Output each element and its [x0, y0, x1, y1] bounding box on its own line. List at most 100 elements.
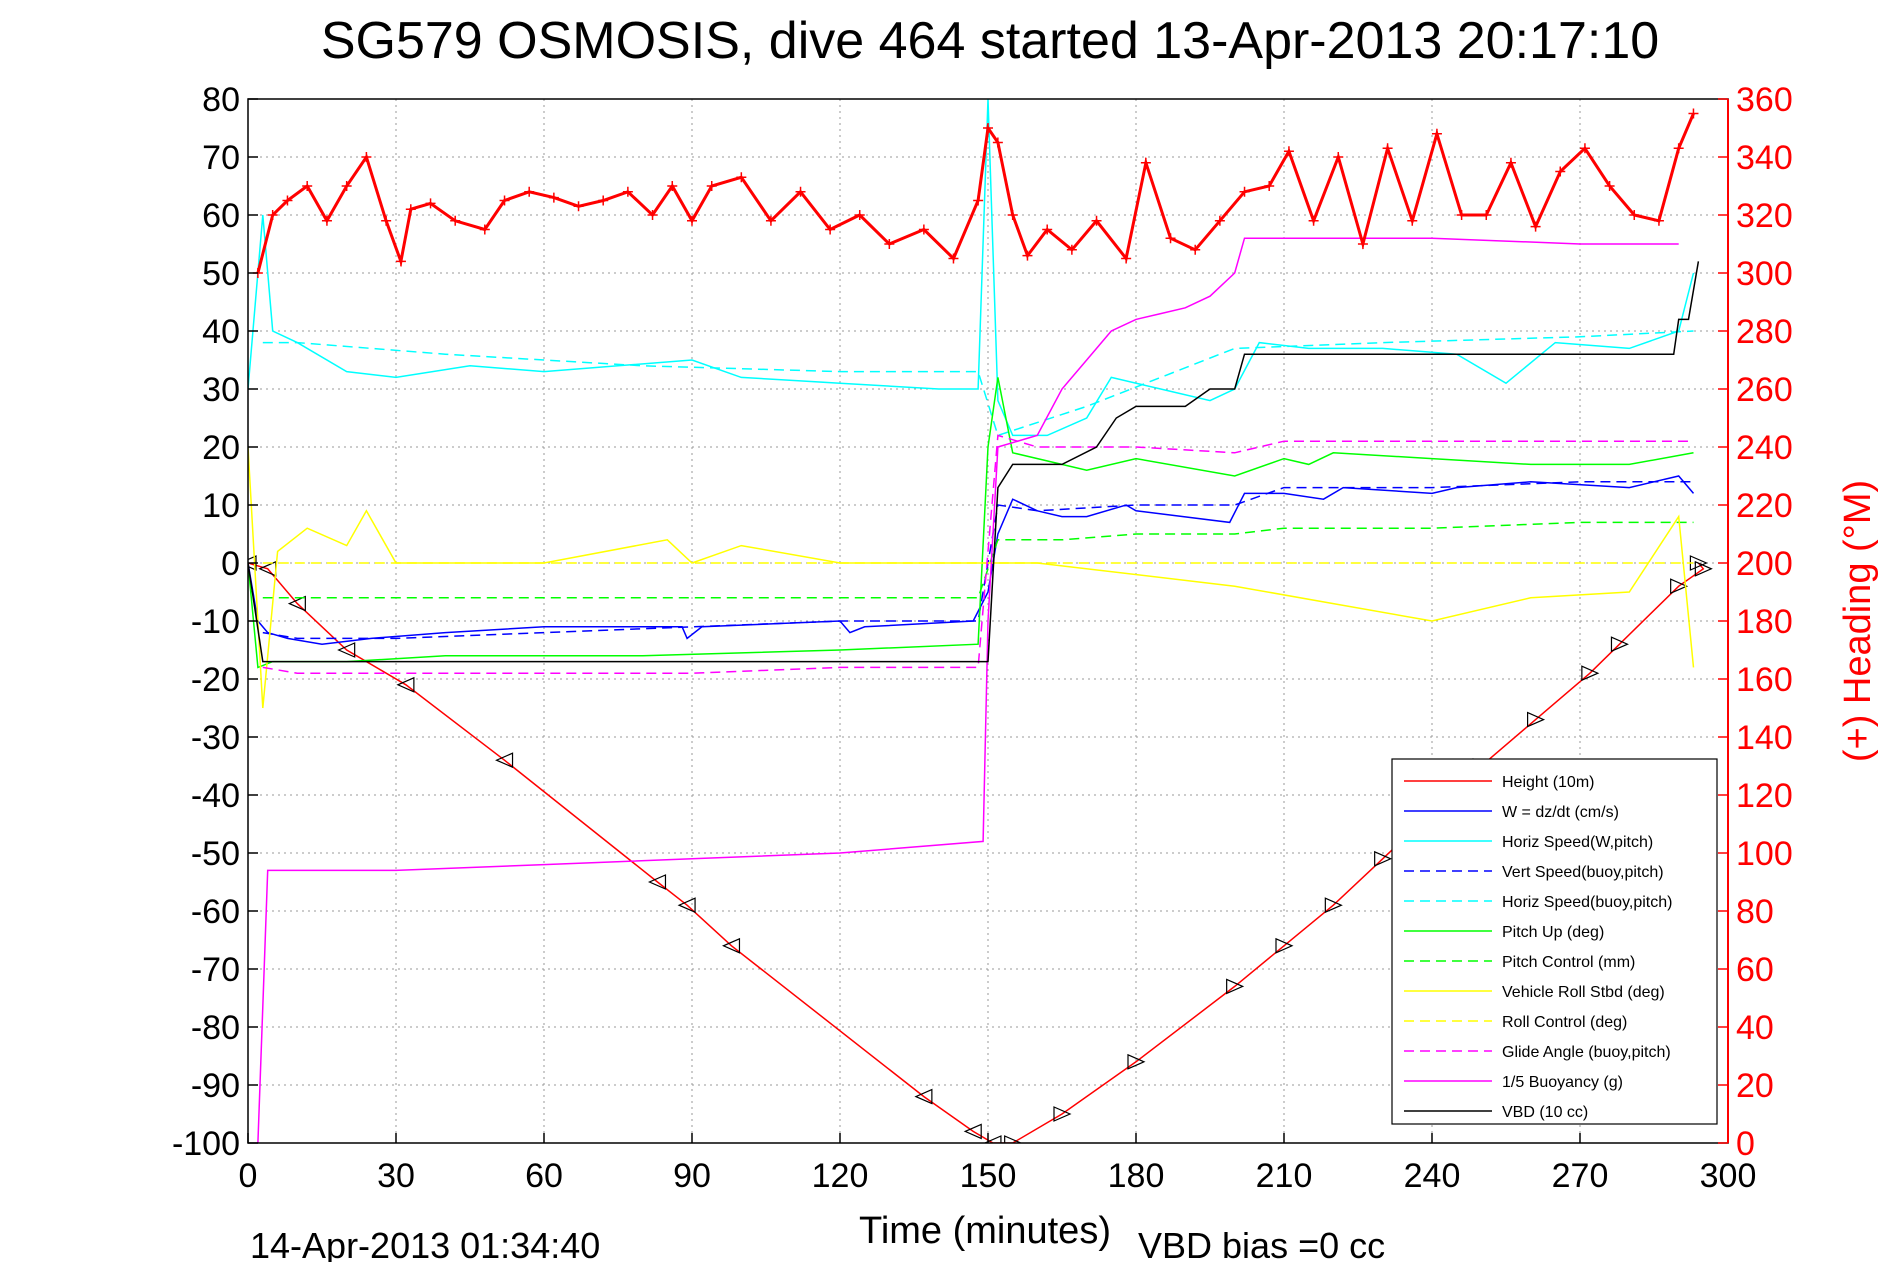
height-marker: [1004, 1135, 1023, 1143]
right-y-tick-label: 180: [1736, 603, 1793, 641]
right-y-tick-label: 0: [1736, 1125, 1755, 1163]
series-3-line: [262, 481, 1694, 640]
y-tick-label: 60: [202, 197, 240, 235]
right-y-tick-label: 20: [1736, 1067, 1774, 1105]
legend-label: Horiz Speed(W,pitch): [1502, 834, 1653, 851]
right-y-tick-label: 100: [1736, 835, 1793, 873]
legend: Height (10m) W = dz/dt (cm/s) Horiz Speed(…: [1391, 758, 1718, 1125]
y-tick-label: 70: [202, 139, 240, 177]
legend-label: Height (10m): [1502, 774, 1594, 791]
y-tick-label: 30: [202, 371, 240, 409]
x-tick-label: 240: [1404, 1157, 1461, 1195]
right-y-tick-label: 120: [1736, 777, 1793, 815]
legend-label: Roll Control (deg): [1502, 1014, 1627, 1031]
y-tick-label: -70: [191, 951, 240, 989]
legend-label: Horiz Speed(buoy,pitch): [1502, 894, 1672, 911]
series-9-line: [262, 434, 1694, 674]
series-6-line: [262, 521, 1694, 599]
grid: [248, 99, 1728, 1143]
right-y-tick-label: 140: [1736, 719, 1793, 757]
right-y-tick-label: 220: [1736, 487, 1793, 525]
height-marker: [963, 1123, 982, 1140]
y-tick-label: 50: [202, 255, 240, 293]
legend-label: Vert Speed(buoy,pitch): [1502, 864, 1664, 881]
legend-label: Pitch Up (deg): [1502, 924, 1604, 941]
series-11-line: [248, 261, 1700, 663]
y-tick-label: -50: [191, 835, 240, 873]
x-tick-label: 0: [239, 1157, 258, 1195]
y-tick-label: -90: [191, 1067, 240, 1105]
right-y-tick-label: 300: [1736, 255, 1793, 293]
right-y-tick-label: 60: [1736, 951, 1774, 989]
y-tick-label: 20: [202, 429, 240, 467]
legend-label: VBD (10 cc): [1502, 1104, 1588, 1121]
legend-box: [1391, 758, 1718, 1125]
right-y-tick-label: 360: [1736, 81, 1793, 119]
series-7-line: [248, 446, 1695, 709]
height-marker: [1670, 578, 1689, 595]
x-tick-label: 60: [525, 1157, 563, 1195]
y-tick-label: -60: [191, 893, 240, 931]
series-1-line: [248, 475, 1695, 645]
right-y-axis-label: (+) Heading (°M): [1837, 480, 1879, 762]
height-marker: [914, 1088, 933, 1105]
series-12-line: [256, 112, 1695, 274]
x-axis-label: Time (minutes): [859, 1210, 1111, 1252]
right-y-tick-label: 200: [1736, 545, 1793, 583]
series-0-line: [248, 562, 1705, 1143]
series-2-line: [248, 99, 1695, 437]
height-marker: [1127, 1053, 1146, 1070]
height-marker: [1226, 978, 1245, 995]
right-y-tick-label: 40: [1736, 1009, 1774, 1047]
right-y-tick-label: 240: [1736, 429, 1793, 467]
x-tick-label: 270: [1552, 1157, 1609, 1195]
height-marker: [1275, 937, 1294, 954]
series-10-line: [257, 237, 1679, 1143]
y-tick-label: -30: [191, 719, 240, 757]
series-4-line: [262, 330, 1694, 437]
height-marker: [287, 595, 306, 612]
series-group: [248, 99, 1713, 1143]
x-tick-label: 120: [812, 1157, 869, 1195]
y-tick-label: -80: [191, 1009, 240, 1047]
x-tick-label: 150: [960, 1157, 1017, 1195]
y-tick-label: 10: [202, 487, 240, 525]
series-12-markers: [252, 108, 1699, 278]
x-tick-label: 30: [377, 1157, 415, 1195]
height-marker: [337, 642, 356, 658]
height-marker: [647, 874, 667, 890]
height-marker: [495, 752, 514, 769]
right-y-tick-label: 280: [1736, 313, 1793, 351]
height-marker: [1053, 1106, 1072, 1122]
right-y-tick-label: 260: [1736, 371, 1793, 409]
height-marker: [1610, 636, 1629, 653]
y-tick-label: -100: [172, 1125, 240, 1163]
y-tick-label: 0: [221, 545, 240, 583]
ticks: 0 30 60 90 120 150 180 210 240 270 300-100-90-80-7…: [172, 81, 1793, 1195]
x-tick-label: 90: [673, 1157, 711, 1195]
right-y-tick-label: 320: [1736, 197, 1793, 235]
footer-timestamp: 14-Apr-2013 01:34:40: [250, 1225, 600, 1262]
series-5-line: [248, 377, 1694, 669]
x-tick-label: 210: [1256, 1157, 1313, 1195]
right-y-tick-label: 340: [1736, 139, 1793, 177]
height-marker: [1581, 665, 1600, 682]
y-tick-label: -40: [191, 777, 240, 815]
y-tick-label: -10: [191, 603, 240, 641]
y-tick-label: -20: [191, 661, 240, 699]
legend-label: Glide Angle (buoy,pitch): [1502, 1044, 1671, 1061]
legend-label: 1/5 Buoyancy (g): [1502, 1074, 1623, 1091]
y-tick-label: 40: [202, 313, 240, 351]
y-tick-label: 80: [202, 81, 240, 119]
height-marker: [983, 1135, 1002, 1143]
height-marker: [1527, 711, 1546, 728]
height-marker: [721, 937, 741, 954]
height-marker: [396, 676, 415, 693]
height-marker: [1694, 560, 1713, 577]
height-marker: [1324, 897, 1343, 914]
right-y-tick-label: 160: [1736, 661, 1793, 699]
chart-title: SG579 OSMOSIS, dive 464 started 13-Apr-2…: [321, 12, 1659, 70]
x-tick-label: 180: [1108, 1157, 1165, 1195]
height-marker: [677, 897, 696, 914]
